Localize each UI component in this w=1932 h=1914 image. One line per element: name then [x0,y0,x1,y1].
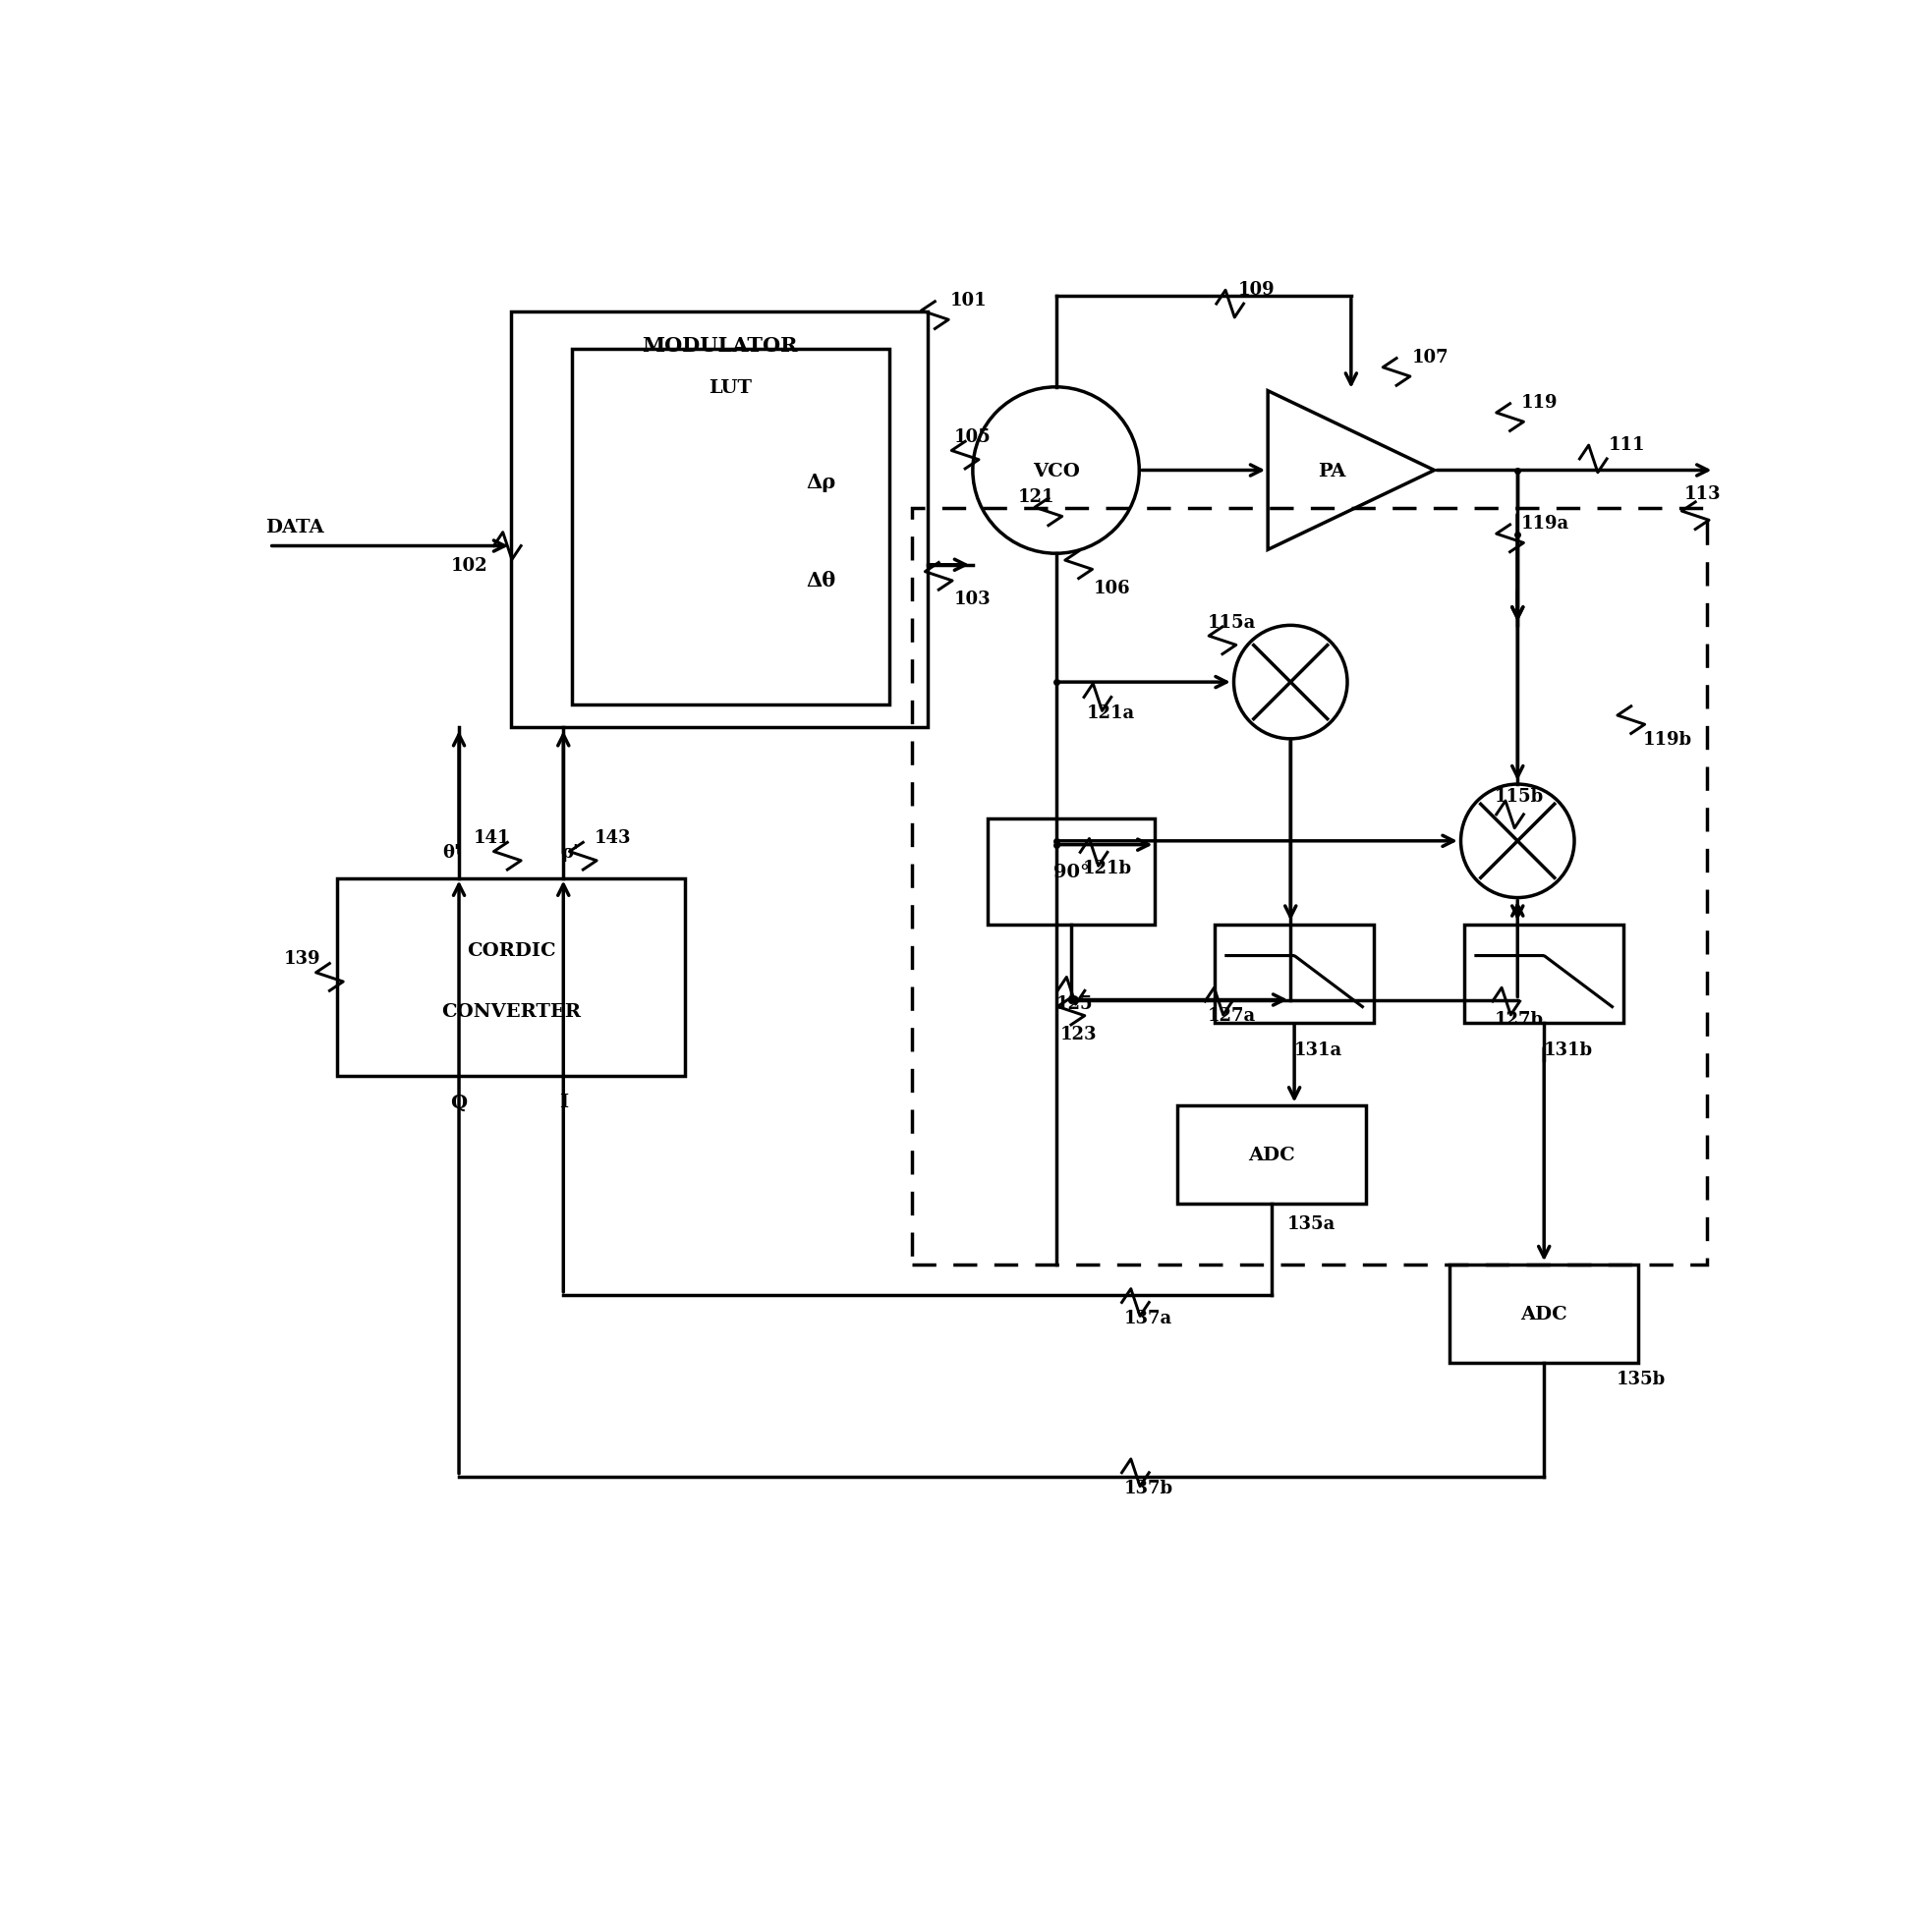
Text: θ': θ' [442,844,460,861]
Text: 109: 109 [1238,281,1275,299]
Bar [912,509,1706,1265]
Text: I: I [558,1093,568,1112]
Text: 119b: 119b [1642,731,1692,748]
Bar [1215,924,1374,1022]
Text: 90°: 90° [1053,863,1090,880]
Bar [1464,924,1623,1022]
Text: 105: 105 [954,429,991,446]
Text: 143: 143 [595,829,632,846]
Bar [336,879,686,1076]
Bar [1449,1265,1638,1363]
Text: ADC: ADC [1248,1146,1294,1164]
Text: 101: 101 [951,293,987,310]
Text: 139: 139 [284,949,321,967]
Text: 119: 119 [1520,394,1559,412]
Text: 103: 103 [954,591,991,609]
Text: Δρ: Δρ [806,473,837,492]
Text: LUT: LUT [709,379,752,396]
Text: 106: 106 [1094,580,1130,597]
Text: 123: 123 [1061,1026,1097,1043]
Text: 135а: 135а [1287,1215,1335,1233]
Text: 135b: 135b [1615,1370,1665,1388]
Text: MODULATOR: MODULATOR [641,337,798,356]
Text: 115b: 115b [1495,787,1544,806]
Text: VCO: VCO [1032,461,1080,480]
Text: 121a: 121a [1086,704,1134,722]
Text: 137b: 137b [1124,1480,1173,1497]
Text: 111: 111 [1607,436,1646,454]
Text: 131а: 131а [1294,1041,1343,1058]
Text: CORDIC: CORDIC [468,942,556,961]
Text: ρ': ρ' [562,844,580,861]
Text: 137а: 137а [1124,1309,1173,1326]
Bar [512,312,927,727]
Bar [1177,1106,1366,1204]
Text: DATA: DATA [265,519,325,536]
Text: 102: 102 [450,557,487,574]
Text: 107: 107 [1412,348,1449,366]
Text: PA: PA [1318,461,1347,480]
Text: 115а: 115а [1208,612,1256,632]
Text: 113: 113 [1685,484,1721,501]
Text: 127a: 127a [1208,1007,1256,1024]
Bar [572,350,889,706]
Text: 119a: 119a [1520,515,1569,532]
Text: 121: 121 [1018,488,1055,505]
Text: 121b: 121b [1082,859,1132,877]
Text: Δθ: Δθ [806,570,837,590]
Text: 131b: 131b [1544,1041,1594,1058]
Text: 127b: 127b [1495,1011,1544,1028]
Text: 125: 125 [1057,995,1094,1013]
Text: 141: 141 [473,829,510,846]
Text: CONVERTER: CONVERTER [440,1003,582,1020]
Bar [987,819,1153,924]
Text: Q: Q [450,1093,468,1112]
Text: ADC: ADC [1520,1305,1567,1323]
